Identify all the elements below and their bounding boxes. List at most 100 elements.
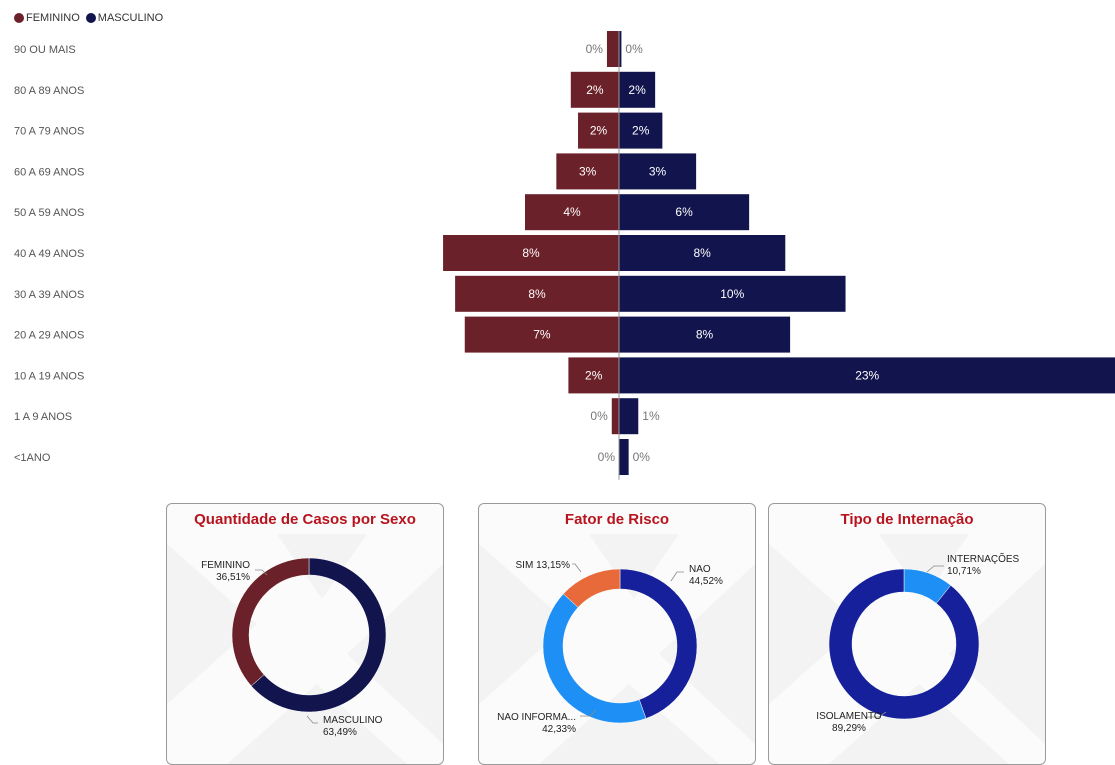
- bar-masculino: [619, 357, 1115, 394]
- data-label-feminino: 0%: [598, 450, 616, 464]
- background-shape: [769, 544, 859, 704]
- data-label-masculino: 2%: [632, 124, 650, 138]
- background-shape: [479, 544, 569, 704]
- bar-feminino: [606, 31, 619, 67]
- bar-masculino: [619, 153, 697, 190]
- slice-value-label: 63,49%: [323, 727, 357, 738]
- donut-slice-nao: [619, 568, 698, 719]
- background-shape: [589, 534, 679, 599]
- data-label-masculino: 10%: [720, 287, 744, 301]
- bar-feminino: [568, 357, 619, 394]
- data-label-masculino: 2%: [628, 83, 646, 97]
- data-label-feminino: 2%: [585, 368, 603, 382]
- legend-item-feminino[interactable]: FEMININO: [14, 12, 80, 24]
- background-shape: [829, 684, 1009, 764]
- slice-value-label: 44,52%: [689, 576, 723, 587]
- y-tick-label: 50 A 59 ANOS: [14, 207, 84, 219]
- background-shape: [167, 544, 257, 704]
- data-label-feminino: 3%: [579, 164, 597, 178]
- bar-masculino: [619, 439, 629, 475]
- y-tick-label: 60 A 69 ANOS: [14, 166, 84, 178]
- slice-name-label: INTERNAÇÕES: [947, 552, 1020, 565]
- y-tick-label: 70 A 79 ANOS: [14, 126, 84, 138]
- slice-label: SIM 13,15%: [516, 560, 571, 571]
- donut-slice-nao-informa: [542, 593, 647, 724]
- bar-masculino: [619, 194, 750, 231]
- bar-masculino: [619, 71, 656, 108]
- panel-title: Fator de Risco: [564, 511, 670, 528]
- leader-line: [865, 711, 887, 718]
- population-pyramid-chart: 90 OU MAIS 0% 0% 80 A 89 ANOS 2% 2% 70 A 79 AN…: [14, 31, 1115, 480]
- background-shape: [879, 534, 969, 599]
- bar-feminino: [443, 235, 619, 271]
- y-tick-label: 80 A 89 ANOS: [14, 85, 84, 97]
- bar-feminino: [464, 316, 619, 353]
- slice-value-label: 42,33%: [542, 724, 576, 735]
- bar-masculino: [619, 235, 786, 271]
- data-label-feminino: 4%: [563, 205, 581, 219]
- leader-line: [572, 563, 582, 573]
- bar-feminino: [578, 112, 619, 149]
- data-label-masculino: 6%: [675, 205, 693, 219]
- bar-feminino: [455, 275, 619, 312]
- data-label-feminino: 8%: [522, 246, 540, 260]
- bar-feminino: [570, 71, 619, 108]
- background-shape: [227, 684, 407, 764]
- slice-name-label: NAO: [689, 564, 711, 575]
- data-label-feminino: 0%: [586, 42, 604, 56]
- legend-item-masculino[interactable]: MASCULINO: [85, 12, 164, 24]
- panel-background: [769, 534, 1045, 764]
- donut-slice-feminino: [231, 557, 310, 687]
- sex-cases-panel: Quantidade de Casos por Sexo MASCULINO 63…: [166, 503, 444, 765]
- data-label-masculino: 0%: [625, 42, 643, 56]
- data-label-feminino: 2%: [590, 124, 608, 138]
- slice-name-label: MASCULINO: [323, 715, 383, 726]
- bar-masculino: [619, 112, 663, 149]
- slice-value-label: 10,71%: [947, 566, 981, 577]
- background-shape: [659, 564, 755, 744]
- donut-slice-masculino: [250, 557, 387, 713]
- background-shape: [949, 564, 1045, 744]
- bar-feminino: [525, 194, 619, 231]
- background-shape: [539, 684, 719, 764]
- bar-feminino: [611, 398, 619, 435]
- data-label-feminino: 7%: [533, 328, 551, 342]
- bar-masculino: [619, 275, 846, 312]
- background-shape: [347, 564, 443, 744]
- y-tick-label: 10 A 19 ANOS: [14, 370, 84, 382]
- data-label-masculino: 3%: [649, 164, 667, 178]
- data-label-masculino: 1%: [642, 409, 660, 423]
- slice-value-label: 89,29%: [832, 723, 866, 734]
- bar-masculino: [619, 31, 622, 67]
- data-label-feminino: 2%: [586, 83, 604, 97]
- y-tick-label: 1 A 9 ANOS: [14, 411, 72, 423]
- slice-name-label: ISOLAMENTO: [816, 711, 882, 722]
- data-label-masculino: 8%: [693, 246, 711, 260]
- data-label-feminino: 0%: [590, 409, 608, 423]
- y-tick-label: <1ANO: [14, 452, 51, 464]
- panel-title: Quantidade de Casos por Sexo: [194, 511, 416, 528]
- data-label-masculino: 0%: [633, 450, 651, 464]
- data-label-feminino: 8%: [528, 287, 546, 301]
- leader-line: [926, 565, 944, 573]
- leader-line: [670, 571, 684, 582]
- leader-line: [580, 709, 597, 717]
- bar-feminino: [556, 153, 619, 190]
- donut-slice-sim: [563, 568, 621, 608]
- data-label-masculino: 23%: [855, 368, 879, 382]
- leader-line: [255, 569, 268, 576]
- data-label-masculino: 8%: [696, 328, 714, 342]
- risk-factor-panel: Fator de Risco NAO 44,52% NAO INFORMA... 42…: [478, 503, 756, 765]
- y-tick-label: 20 A 29 ANOS: [14, 330, 84, 342]
- donut-slice-isolamento: [828, 568, 980, 720]
- y-tick-label: 40 A 49 ANOS: [14, 248, 84, 260]
- panel-background: [479, 534, 755, 764]
- legend-label: MASCULINO: [97, 12, 164, 24]
- chart-legend: FEMININO MASCULINO: [14, 10, 169, 26]
- y-tick-label: 90 OU MAIS: [14, 44, 76, 56]
- legend-swatch-feminino: [14, 13, 24, 23]
- panel-title: Tipo de Internação: [840, 511, 974, 528]
- slice-value-label: 36,51%: [216, 572, 250, 583]
- leader-line: [306, 715, 318, 724]
